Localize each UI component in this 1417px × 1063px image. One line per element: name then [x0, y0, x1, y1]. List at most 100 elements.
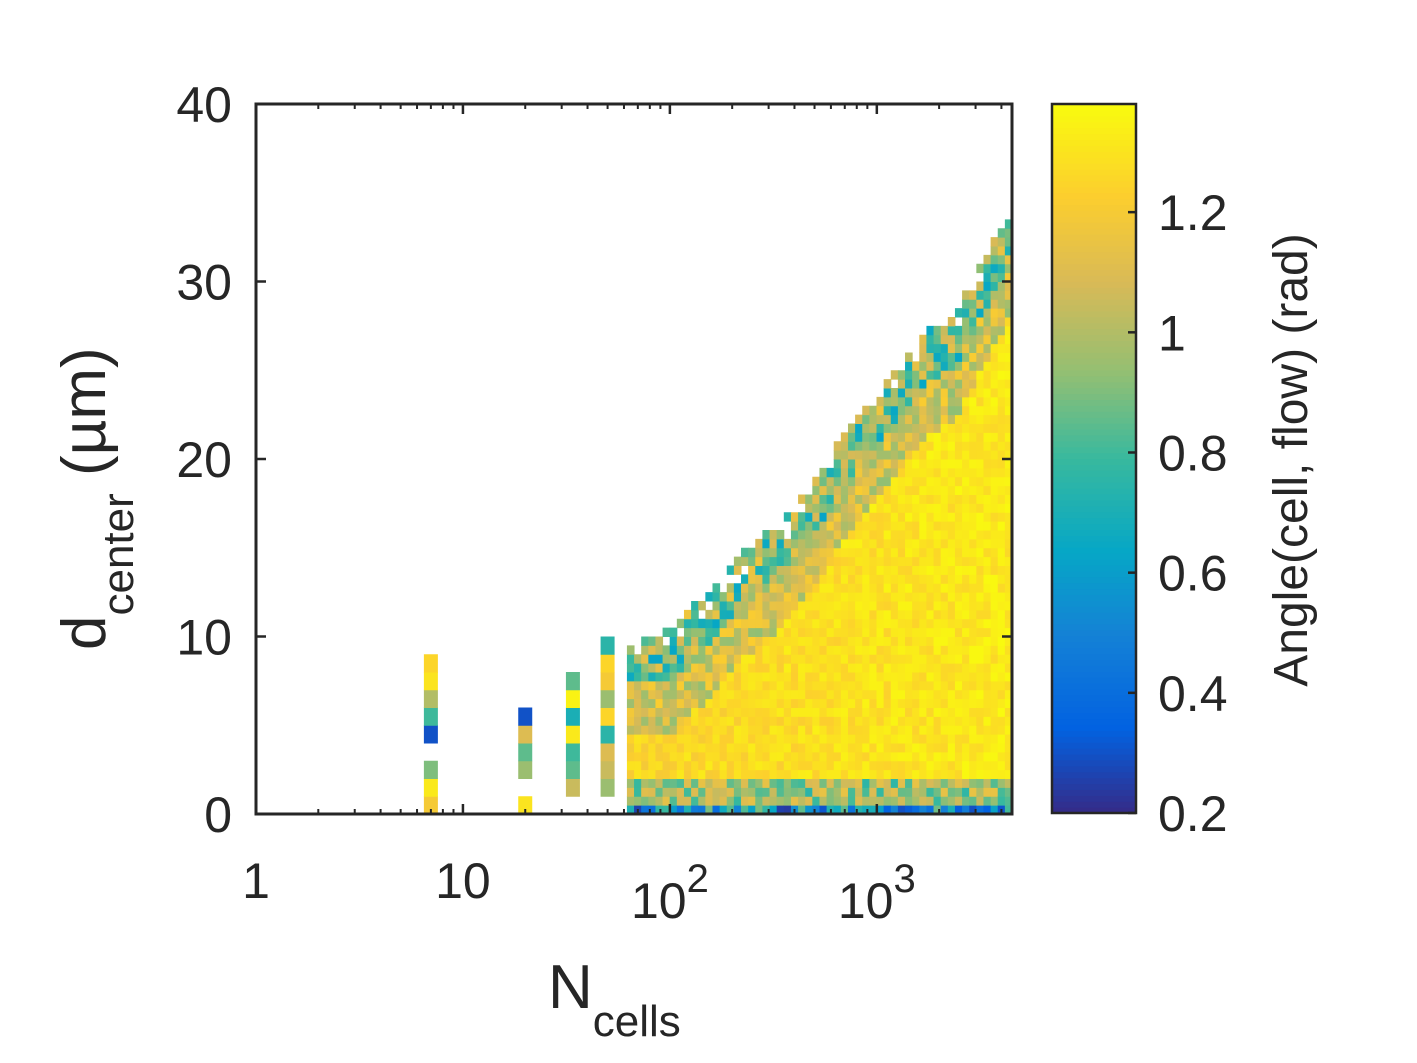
heatmap-cell [862, 698, 870, 708]
heatmap-cell [826, 627, 835, 637]
heatmap-cell [990, 796, 999, 806]
colorbar-segment [1052, 423, 1136, 430]
heatmap-cell [954, 743, 963, 753]
heatmap-cell [876, 414, 885, 424]
heatmap-cell [600, 672, 615, 691]
heatmap-cell [776, 592, 785, 602]
heatmap-cell [712, 601, 721, 611]
heatmap-cell [990, 521, 999, 531]
colorbar-segment [1052, 612, 1136, 619]
heatmap-cell [933, 769, 942, 779]
heatmap-cell [940, 565, 949, 575]
heatmap-cell [833, 778, 842, 788]
heatmap-cell [947, 601, 956, 611]
heatmap-cell [990, 592, 999, 602]
heatmap-cell [990, 689, 999, 700]
heatmap-cell [641, 636, 649, 646]
y-tick-label: 40 [176, 77, 232, 133]
heatmap-cell [762, 609, 771, 620]
heatmap-cell [855, 459, 863, 469]
heatmap-cell [990, 432, 999, 442]
colorbar-segment [1052, 759, 1136, 767]
heatmap-cell [669, 663, 678, 673]
heatmap-cell [833, 689, 842, 700]
heatmap-cell [776, 565, 785, 575]
heatmap-cell [890, 716, 899, 726]
heatmap-cell [876, 485, 885, 495]
heatmap-cell [940, 778, 949, 788]
heatmap-cell [954, 601, 963, 611]
heatmap-cell [855, 654, 863, 664]
heatmap-cell [769, 583, 778, 593]
heatmap-cell [1004, 787, 1013, 797]
heatmap-cell [962, 388, 970, 398]
colorbar-segment [1052, 304, 1136, 312]
heatmap-cell [954, 556, 963, 566]
heatmap-cell [1004, 423, 1013, 433]
heatmap-cell [990, 299, 999, 309]
heatmap-cell [890, 592, 899, 602]
heatmap-cell [976, 388, 984, 398]
heatmap-cell [919, 609, 927, 620]
heatmap-cell [783, 512, 792, 522]
heatmap-cell [712, 707, 721, 717]
heatmap-cell [755, 574, 763, 584]
heatmap-cell [990, 396, 999, 407]
x-minor-ticks [317, 104, 1003, 814]
heatmap-cell [905, 725, 913, 735]
heatmap-cell [683, 672, 692, 682]
heatmap-cell [691, 796, 699, 806]
heatmap-cell [919, 787, 927, 797]
colorbar-segment [1052, 677, 1136, 684]
colorbar-segment [1052, 381, 1136, 389]
heatmap-cell [790, 787, 799, 797]
heatmap-cell [990, 565, 999, 575]
heatmap-cell [933, 663, 942, 673]
heatmap-cell [905, 565, 913, 575]
heatmap-cell [876, 636, 885, 646]
heatmap-cell [926, 494, 935, 504]
colorbar-ticks: 0.20.40.60.811.2 [1128, 185, 1228, 842]
heatmap-cell [691, 743, 699, 753]
heatmap-cell [947, 618, 956, 629]
heatmap-cell [962, 716, 970, 726]
heatmap-cell [676, 645, 685, 655]
heatmap-cell [869, 778, 878, 788]
heatmap-cell [947, 396, 956, 407]
heatmap-cell [869, 592, 878, 602]
heatmap-cell [940, 379, 949, 389]
heatmap-cell [805, 769, 813, 779]
heatmap-cell [762, 760, 771, 771]
heatmap-cell [783, 663, 792, 673]
heatmap-cell [741, 680, 749, 691]
heatmap-cell [933, 352, 942, 362]
heatmap-cell [1004, 246, 1013, 256]
heatmap-cell [847, 707, 856, 717]
heatmap-cell [962, 361, 970, 371]
heatmap-cell [997, 512, 1006, 522]
heatmap-cell [905, 698, 913, 708]
heatmap-cell [648, 805, 656, 815]
heatmap-cell [748, 609, 756, 620]
colorbar-segment [1052, 742, 1136, 749]
heatmap-cell [641, 707, 649, 717]
heatmap-cell [769, 654, 778, 664]
heatmap-cell [912, 645, 920, 655]
heatmap-cell [833, 512, 842, 522]
heatmap-cell [962, 627, 970, 637]
colorbar-segment [1052, 163, 1136, 170]
heatmap-cell [655, 645, 664, 655]
heatmap-cell [926, 689, 935, 700]
heatmap-cell [926, 592, 935, 602]
heatmap-cell [954, 467, 963, 478]
heatmap-cell [919, 432, 927, 442]
heatmap-cell [840, 654, 849, 664]
heatmap-cell [997, 707, 1006, 717]
heatmap-cell [947, 654, 956, 664]
heatmap-cell [890, 547, 899, 558]
colorbar-segment [1052, 724, 1136, 731]
heatmap-cell [798, 716, 806, 726]
heatmap-cell [662, 689, 671, 700]
heatmap-cell [926, 379, 935, 389]
colorbar-segment [1052, 428, 1136, 436]
